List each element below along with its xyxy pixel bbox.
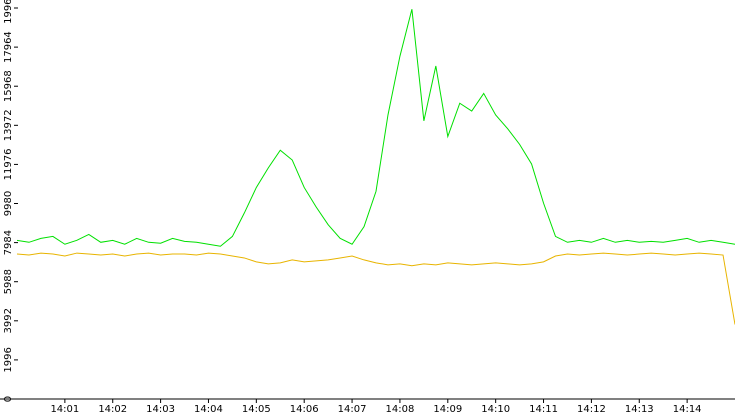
x-tick-label: 14:08 <box>386 404 415 415</box>
y-tick-label: 15968 <box>3 70 14 102</box>
y-tick-label: 17964 <box>3 31 14 63</box>
x-tick-label: 14:02 <box>98 404 127 415</box>
x-tick-label: 14:10 <box>481 404 510 415</box>
x-tick-label: 14:09 <box>433 404 462 415</box>
y-tick-label: 13972 <box>3 109 14 141</box>
x-tick-label: 14:11 <box>529 404 558 415</box>
x-tick-label: 14:06 <box>290 404 319 415</box>
series-line <box>16 252 735 325</box>
y-tick-label: 11976 <box>3 149 14 181</box>
y-tick-label: 5988 <box>3 269 14 294</box>
x-tick-label: 14:13 <box>625 404 654 415</box>
x-tick-label: 14:05 <box>242 404 271 415</box>
y-tick-label: 19961 <box>3 0 14 24</box>
y-tick-label: 7984 <box>3 230 14 255</box>
x-tick-label: 14:01 <box>50 404 79 415</box>
y-tick-label: 0 <box>3 396 14 402</box>
y-tick-label: 1996 <box>3 347 14 372</box>
x-tick-label: 14:12 <box>577 404 606 415</box>
y-tick-label: 9980 <box>3 191 14 216</box>
x-tick-label: 14:03 <box>146 404 175 415</box>
y-tick-label: 3992 <box>3 308 14 333</box>
series-line <box>16 9 735 247</box>
x-tick-label: 14:14 <box>673 404 702 415</box>
x-tick-label: 14:04 <box>194 404 223 415</box>
x-tick-label: 14:07 <box>338 404 367 415</box>
